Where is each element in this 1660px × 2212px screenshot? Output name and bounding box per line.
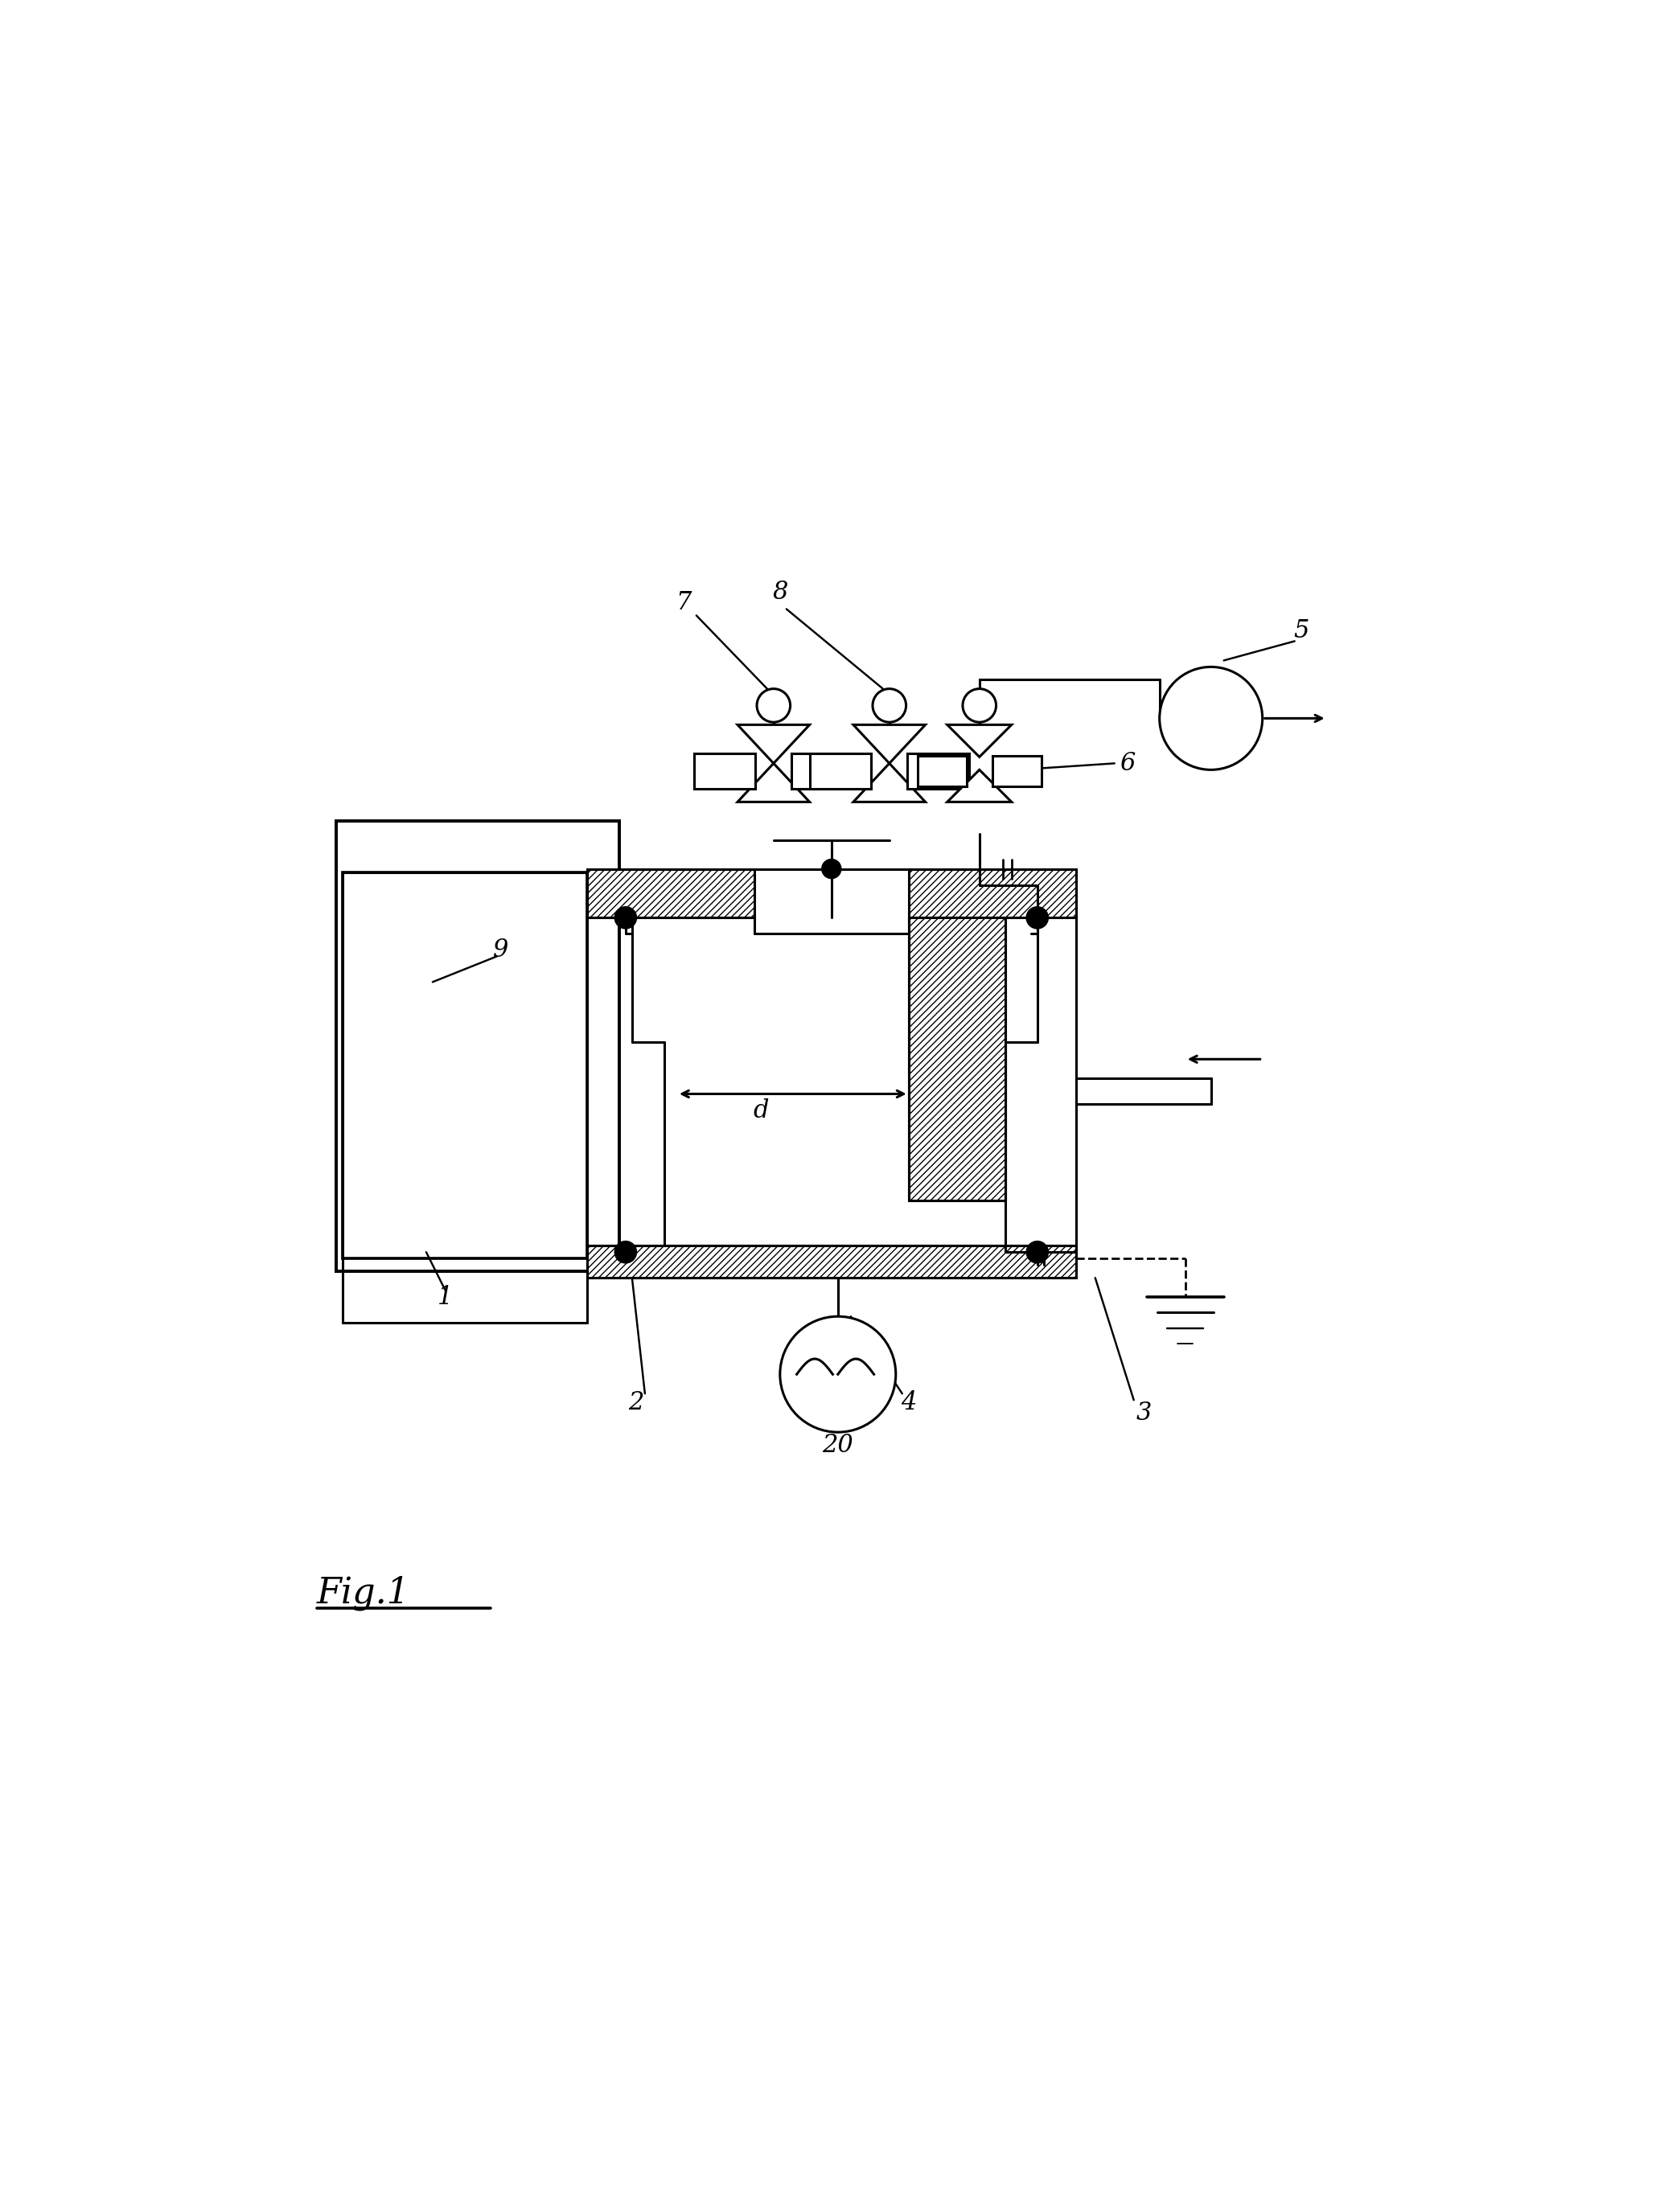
Text: 4: 4 xyxy=(901,1389,916,1416)
Text: 5: 5 xyxy=(1293,619,1308,644)
Text: 9: 9 xyxy=(493,938,508,962)
Text: 8: 8 xyxy=(772,580,788,604)
Polygon shape xyxy=(948,726,1011,757)
Circle shape xyxy=(1028,1241,1047,1263)
Text: 3: 3 xyxy=(1137,1400,1152,1425)
Circle shape xyxy=(780,1316,896,1431)
Bar xyxy=(908,869,1076,918)
Text: 2: 2 xyxy=(627,1389,644,1416)
Polygon shape xyxy=(948,770,1011,803)
Polygon shape xyxy=(737,763,810,803)
Bar xyxy=(908,752,969,790)
Bar xyxy=(918,757,966,787)
Circle shape xyxy=(757,688,790,721)
Text: d: d xyxy=(754,1097,769,1124)
Text: 7: 7 xyxy=(676,591,691,615)
Bar xyxy=(335,821,619,1272)
Bar xyxy=(810,752,872,790)
Polygon shape xyxy=(737,726,810,763)
Bar xyxy=(588,1245,1076,1279)
Text: 6: 6 xyxy=(1119,750,1135,776)
Text: Fig.1: Fig.1 xyxy=(317,1575,410,1610)
Polygon shape xyxy=(853,763,925,803)
Circle shape xyxy=(822,860,840,878)
Text: 1: 1 xyxy=(438,1285,453,1310)
Circle shape xyxy=(616,907,636,929)
Circle shape xyxy=(1160,666,1263,770)
Bar xyxy=(908,918,1006,1201)
Bar xyxy=(694,752,755,790)
Circle shape xyxy=(1028,907,1047,929)
Bar xyxy=(588,869,754,918)
Bar xyxy=(342,874,588,1259)
Circle shape xyxy=(873,688,906,721)
Bar xyxy=(792,752,853,790)
Text: 20: 20 xyxy=(822,1433,853,1458)
Polygon shape xyxy=(853,726,925,763)
Bar xyxy=(993,757,1041,787)
Circle shape xyxy=(616,1241,636,1263)
Circle shape xyxy=(963,688,996,721)
